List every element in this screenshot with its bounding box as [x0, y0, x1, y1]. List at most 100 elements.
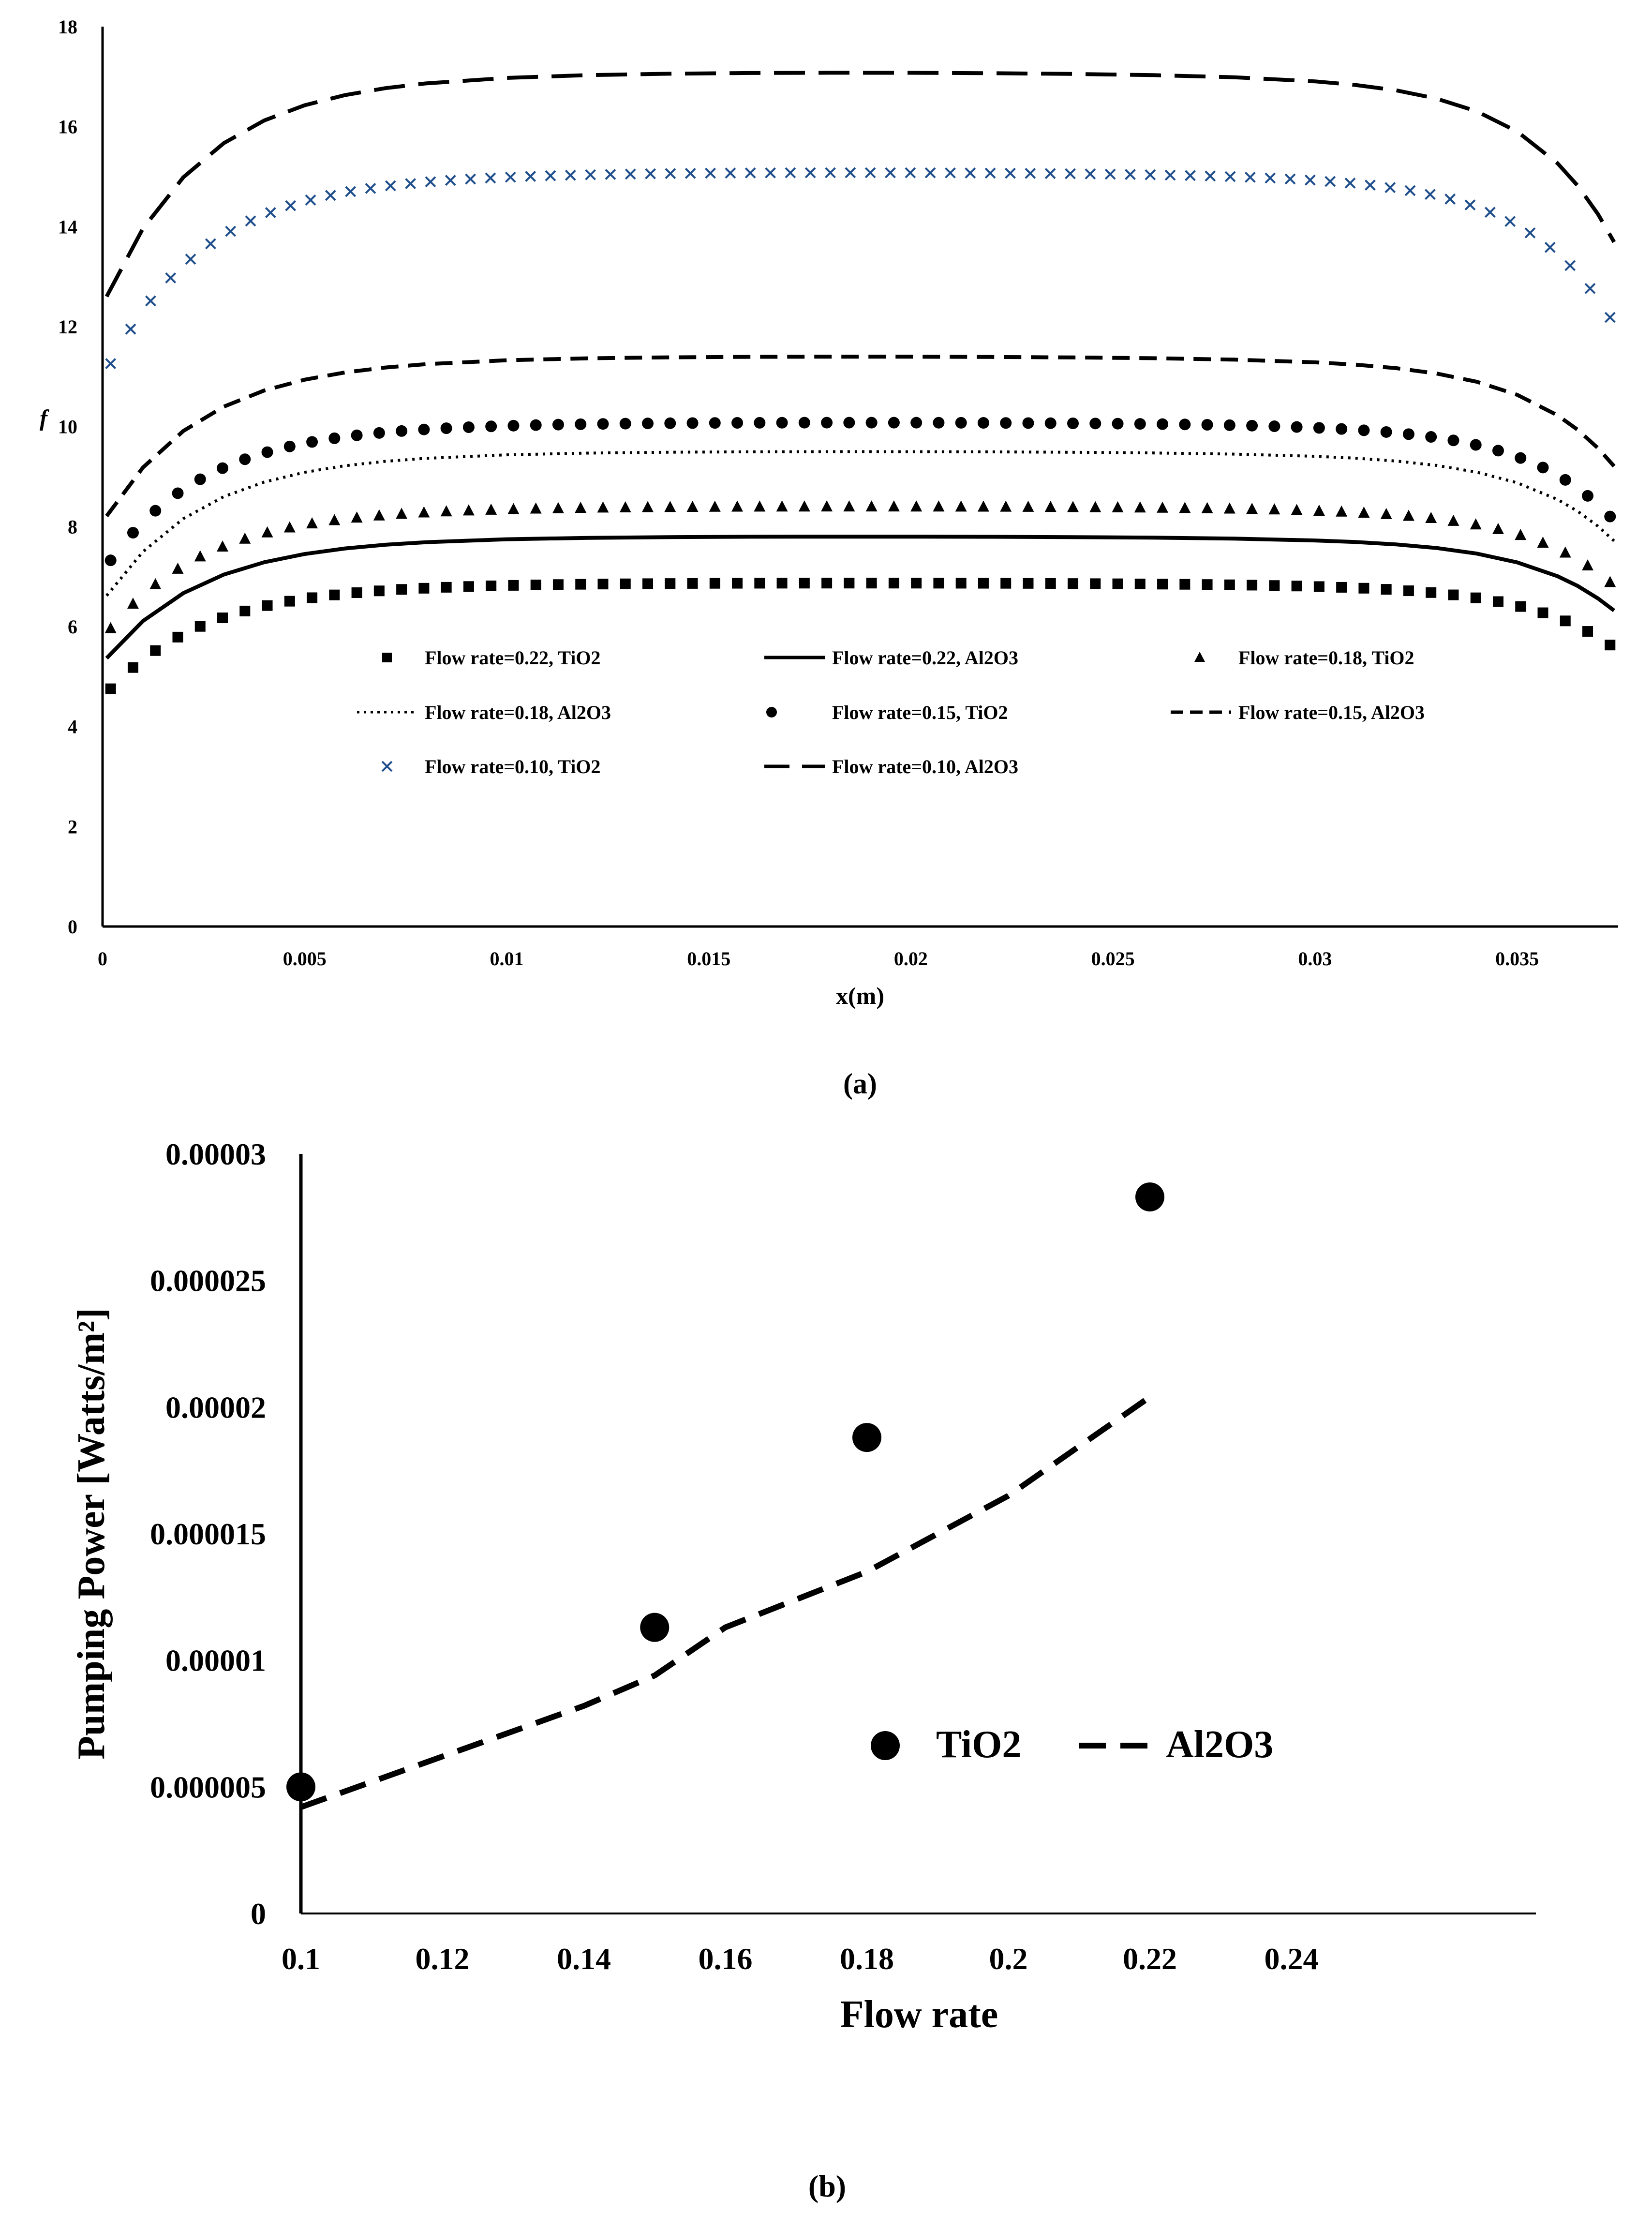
- chart-a-marker-circle: [104, 554, 117, 567]
- chart-a-y-tick-label: 16: [58, 116, 77, 138]
- chart-a-marker-triangle: [754, 500, 766, 512]
- chart-a-series-7: [104, 71, 1616, 298]
- chart-a-marker-triangle: [1022, 500, 1034, 512]
- chart-b-legend-item: Al2O3: [1079, 1723, 1273, 1766]
- chart-a-marker-triangle: [552, 502, 564, 513]
- chart-a-marker-cross: [1424, 189, 1436, 200]
- chart-a-marker-circle: [933, 417, 945, 429]
- chart-a-y-tick-label: 4: [68, 716, 77, 738]
- chart-a-y-tick-label: 0: [68, 916, 77, 938]
- chart-a-marker-cross: [864, 167, 876, 179]
- chart-a-marker-cross: [645, 168, 656, 179]
- chart-a-marker-circle: [239, 453, 251, 465]
- chart-a-marker-circle: [306, 436, 318, 448]
- chart-a-series-line: [105, 355, 1616, 518]
- chart-a-marker-triangle: [127, 598, 139, 609]
- chart-a-marker-circle: [977, 417, 989, 429]
- chart-a-marker-triangle: [642, 501, 654, 512]
- chart-a-marker-cross: [1504, 216, 1516, 227]
- chart-a-marker-circle: [1402, 428, 1414, 440]
- chart-a-marker-square: [194, 621, 206, 632]
- chart-a-marker-square: [284, 596, 295, 607]
- chart-a-marker-cross: [565, 169, 576, 181]
- chart-a-marker-triangle: [1201, 502, 1213, 513]
- chart-a-x-tick-label: 0.015: [687, 948, 730, 970]
- chart-b-y-tick-label: 0.000015: [150, 1517, 266, 1551]
- chart-a-marker-cross: [1484, 207, 1496, 218]
- chart-a-marker-triangle: [664, 501, 676, 512]
- chart-a-marker-cross: [765, 167, 776, 179]
- chart-a-marker-circle: [1515, 452, 1527, 464]
- chart-a-marker-circle: [664, 417, 676, 429]
- chart-a-marker-circle: [910, 417, 923, 429]
- chart-a-marker-square: [262, 600, 273, 611]
- chart-a-marker-cross: [1344, 177, 1356, 189]
- chart-a-marker-square: [978, 578, 989, 589]
- chart-a-marker-cross: [585, 169, 596, 180]
- chart-a-marker-circle: [1537, 462, 1549, 474]
- chart-a-marker-cross: [625, 168, 636, 180]
- chart-a-marker-circle: [1380, 426, 1392, 438]
- chart-a-marker-cross: [605, 169, 616, 180]
- chart-a-marker-triangle: [530, 502, 542, 514]
- chart-a-marker-square: [351, 587, 362, 598]
- chart-a-marker-circle: [575, 418, 587, 430]
- chart-a-legend-swatch: [382, 653, 392, 662]
- chart-a-marker-circle: [1559, 474, 1571, 486]
- chart-a-marker-circle: [1201, 418, 1213, 431]
- chart-a-marker-cross: [965, 167, 976, 179]
- chart-a-marker-cross: [1284, 173, 1296, 185]
- chart-a-marker-cross: [1244, 171, 1256, 183]
- chart-a-marker-cross: [1544, 241, 1556, 253]
- chart-a-marker-circle: [418, 423, 430, 435]
- chart-a-legend-swatch: [1194, 652, 1205, 662]
- chart-a-marker-square: [1403, 585, 1414, 597]
- chart-a-marker-square: [552, 579, 564, 590]
- chart-a-marker-cross: [785, 167, 796, 179]
- chart-a-marker-square: [799, 578, 810, 589]
- chart-a-marker-square: [575, 579, 586, 590]
- chart-a-series-line: [105, 450, 1615, 597]
- chart-a-marker-circle: [1447, 434, 1459, 447]
- chart-a-y-tick-label: 6: [68, 616, 77, 638]
- chart-b-y-tick-label: 0.00003: [165, 1137, 266, 1171]
- chart-a-marker-circle: [731, 417, 744, 429]
- chart-b-x-tick-label: 0.14: [557, 1942, 611, 1976]
- chart-a-marker-cross: [924, 167, 936, 179]
- chart-a-marker-triangle: [373, 509, 385, 521]
- chart-a-series-line: [104, 71, 1616, 298]
- chart-a-series-6: [105, 167, 1616, 369]
- chart-a-legend-item: Flow rate=0.10, TiO2: [381, 756, 601, 777]
- chart-b-x-tick-label: 0.12: [416, 1942, 470, 1976]
- chart-a-marker-cross: [445, 175, 456, 186]
- chart-a-marker-cross: [1224, 171, 1236, 182]
- chart-b-legend-label: Al2O3: [1166, 1723, 1273, 1766]
- chart-a-marker-cross: [405, 178, 417, 189]
- chart-a-marker-triangle: [1134, 501, 1146, 513]
- chart-a-marker-cross: [825, 167, 836, 179]
- chart-a-marker-triangle: [821, 500, 833, 512]
- chart-a-marker-square: [1224, 579, 1235, 590]
- chart-a-marker-cross: [1025, 167, 1036, 179]
- chart-a-marker-circle: [485, 420, 497, 433]
- chart-a-legend-label: Flow rate=0.22, TiO2: [425, 647, 601, 669]
- chart-a-marker-circle: [1492, 445, 1504, 457]
- chart-a-marker-triangle: [104, 622, 117, 633]
- chart-a-marker-circle: [1268, 420, 1280, 433]
- chart-a-marker-circle: [261, 446, 273, 458]
- chart-b: 0 0.000005 0.00001 0.000015 0.00002 0.000025 0…: [70, 1137, 1536, 2036]
- chart-b-legend-swatch: [871, 1731, 900, 1760]
- chart-a-y-tick-label: 14: [58, 216, 77, 238]
- chart-a-marker-cross: [545, 170, 556, 181]
- chart-a-marker-circle: [821, 417, 833, 429]
- chart-a-marker-circle: [642, 418, 654, 430]
- chart-a-marker-circle: [1582, 490, 1594, 502]
- chart-a-marker-triangle: [1157, 501, 1169, 513]
- chart-a-marker-triangle: [1358, 507, 1370, 518]
- chart-a-marker-cross: [725, 167, 736, 179]
- chart-a-marker-circle: [440, 422, 452, 434]
- chart-b-y-tick-label: 0.00002: [165, 1390, 266, 1424]
- chart-a-legend-label: Flow rate=0.10, TiO2: [425, 756, 601, 777]
- chart-a-marker-triangle: [1402, 509, 1414, 521]
- chart-a-legend-swatch: [766, 707, 777, 717]
